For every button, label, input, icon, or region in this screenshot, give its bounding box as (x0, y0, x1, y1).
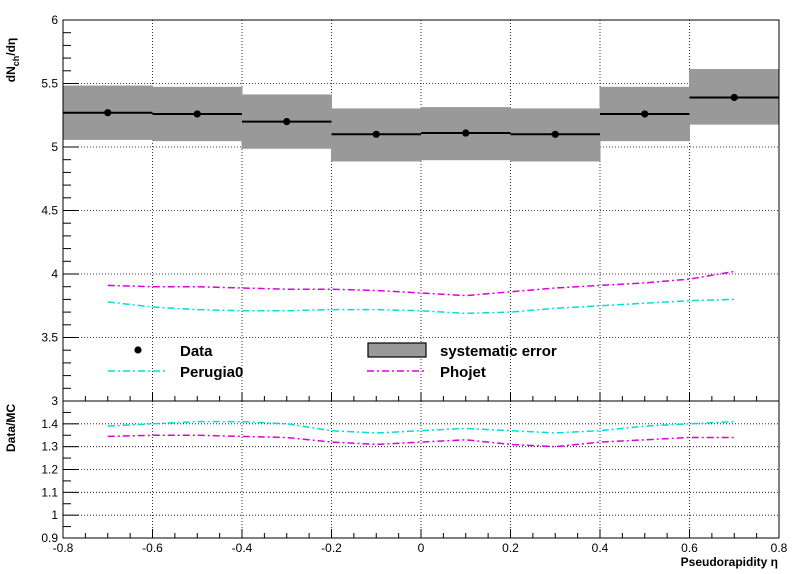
data-point (193, 110, 201, 118)
data-point (730, 93, 738, 102)
x-tick-label: 0.4 (592, 541, 609, 555)
data-point (462, 129, 470, 137)
x-tick-label: 0.8 (771, 541, 788, 555)
axis-titles: dNch/dη Data/MC Pseudorapidity η (4, 38, 778, 569)
data-point (104, 109, 112, 117)
legend-label: Data (180, 343, 213, 360)
data-point (372, 130, 380, 138)
y-tick-label-ratio: 0.9 (41, 531, 58, 545)
y-tick-label-top: 4 (51, 267, 58, 281)
legend-label: Phojet (440, 364, 486, 381)
y-tick-label-top: 5.5 (41, 77, 58, 91)
legend-symbol-systematic (367, 342, 427, 358)
x-tick-label: -0.4 (232, 541, 253, 555)
y-tick-label-top: 4.5 (41, 204, 58, 218)
legend-label: systematic error (440, 343, 557, 360)
y-tick-label-top: 3.5 (41, 331, 58, 345)
y-axis-title-ratio: Data/MC (4, 404, 18, 452)
y-tick-label-ratio: 1.4 (41, 417, 58, 431)
legend: Data systematic error Perugia0 Phojet (108, 342, 557, 381)
y-tick-label-top: 3 (51, 394, 58, 408)
y-axis-title-top: dNch/dη (4, 38, 21, 83)
ratio-panel: 0.9 1 1.1 1.2 1.3 1.4 -0.8 -0.6 -0.4 -0.2 0 0.2 0.4 0… (41, 400, 788, 555)
y-tick-label-ratio: 1 (51, 508, 58, 522)
data-point (551, 130, 559, 138)
y-tick-label-top: 5 (51, 140, 58, 154)
data-point (641, 110, 649, 118)
y-tick-label-ratio: 1.1 (41, 485, 58, 499)
data-point (283, 118, 291, 126)
top-panel: 3 3.5 4 4.5 5 5.5 6 (41, 13, 780, 408)
x-tick-label: -0.2 (321, 541, 342, 555)
x-tick-label: 0.2 (502, 541, 519, 555)
x-tick-label: -0.8 (53, 541, 74, 555)
x-tick-label: 0 (418, 541, 425, 555)
x-axis-title: Pseudorapidity η (681, 555, 778, 569)
y-tick-label-ratio: 1.2 (41, 463, 58, 477)
x-tick-label: -0.6 (142, 541, 163, 555)
legend-symbol-data (134, 346, 142, 354)
ratio-frame (62, 400, 780, 539)
y-tick-label-top: 6 (51, 13, 58, 27)
legend-label: Perugia0 (180, 364, 243, 381)
y-tick-label-ratio: 1.3 (41, 440, 58, 454)
x-tick-label: 0.6 (681, 541, 698, 555)
